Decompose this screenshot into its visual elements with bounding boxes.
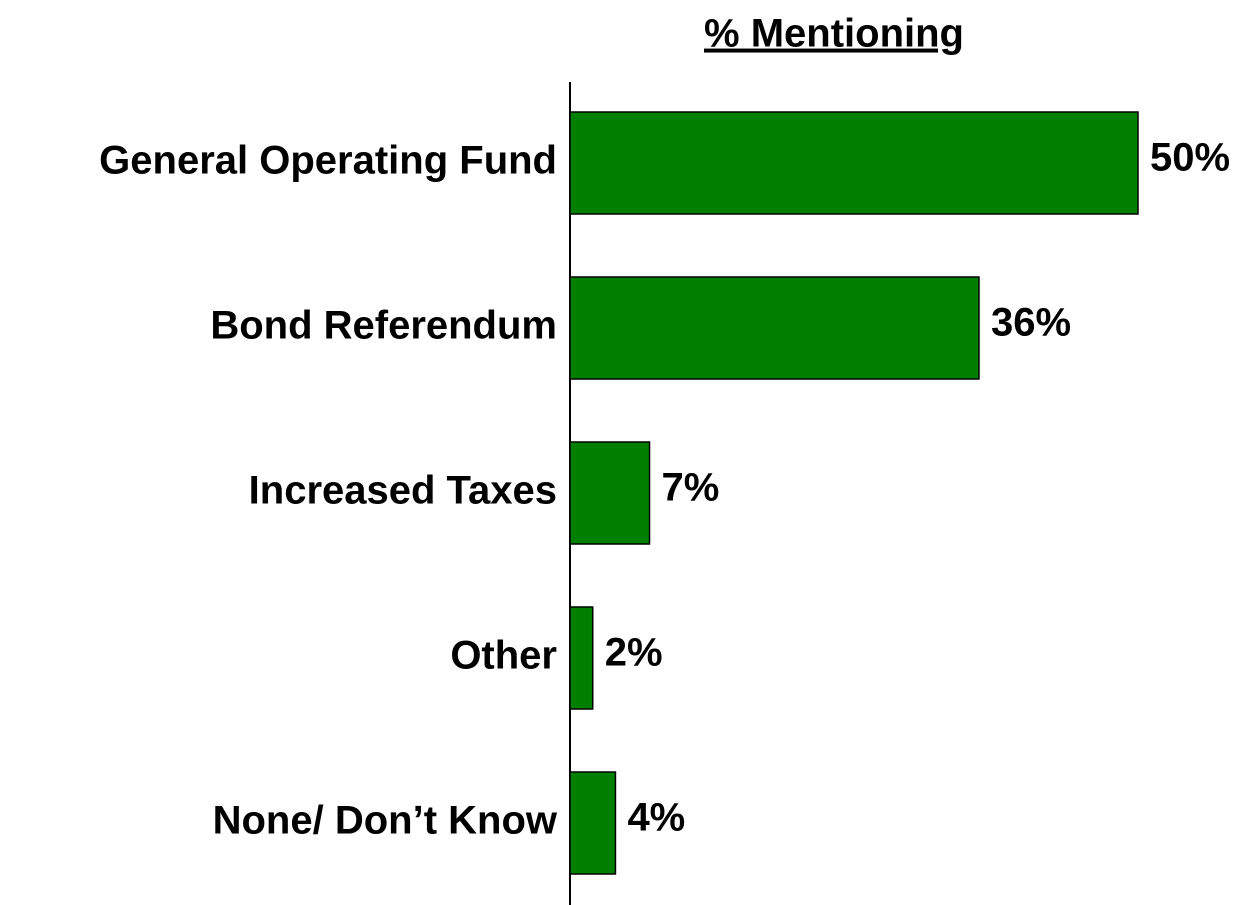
bar [569, 771, 617, 875]
category-label: Bond Referendum [210, 304, 557, 348]
chart-title: % Mentioning [704, 12, 964, 56]
category-label: General Operating Fund [99, 139, 557, 183]
value-label: 7% [662, 466, 720, 510]
bar [569, 276, 980, 380]
category-label: Increased Taxes [249, 469, 557, 513]
value-label: 50% [1150, 136, 1230, 180]
value-label: 36% [991, 301, 1071, 345]
value-label: 2% [605, 631, 663, 675]
bar [569, 111, 1139, 215]
bar [569, 441, 651, 545]
category-label: Other [450, 634, 557, 678]
value-label: 4% [627, 796, 685, 840]
bar [569, 606, 594, 710]
category-label: None/ Don’t Know [213, 799, 558, 843]
